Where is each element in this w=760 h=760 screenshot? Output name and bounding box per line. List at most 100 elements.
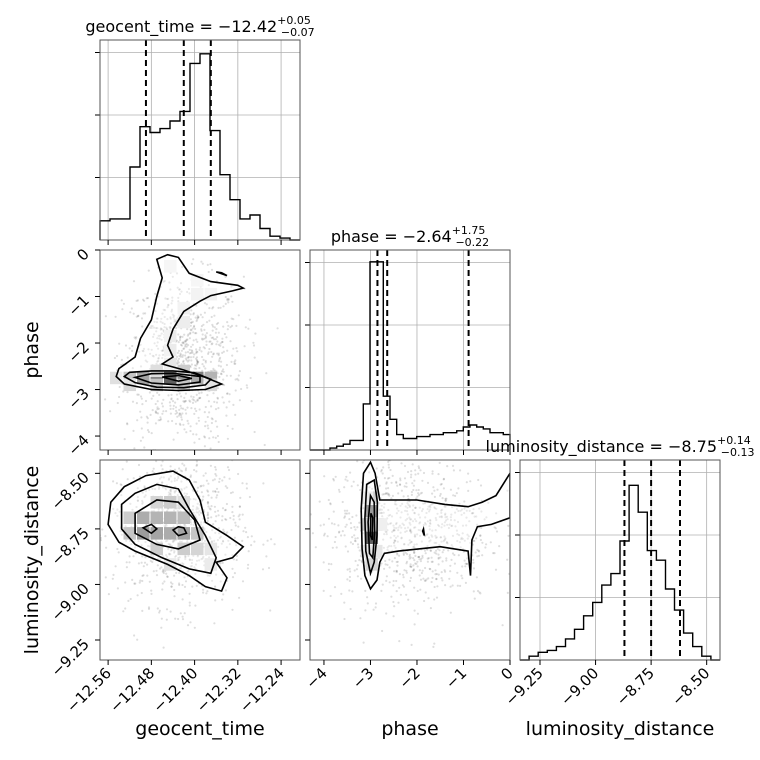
sample-point xyxy=(129,502,132,505)
sample-point xyxy=(445,515,449,518)
sample-point xyxy=(186,290,189,294)
sample-point xyxy=(450,524,453,528)
sample-point xyxy=(159,418,163,421)
sample-point xyxy=(463,539,466,542)
sample-point xyxy=(160,327,163,331)
sample-point xyxy=(157,295,160,298)
sample-point xyxy=(220,360,223,363)
sample-point xyxy=(221,340,224,344)
sample-point xyxy=(179,353,182,356)
sample-point xyxy=(223,476,226,479)
sample-point xyxy=(385,579,388,583)
sample-point xyxy=(411,463,414,466)
sample-point xyxy=(128,561,131,564)
sample-point xyxy=(195,433,198,436)
sample-point xyxy=(431,560,434,563)
sample-point xyxy=(211,355,214,358)
sample-point xyxy=(407,598,410,601)
sample-point xyxy=(477,478,480,482)
sample-point xyxy=(481,554,484,557)
sample-point xyxy=(457,554,460,557)
sample-point xyxy=(155,362,158,365)
sample-point xyxy=(511,500,513,502)
sample-point xyxy=(432,645,435,649)
sample-point xyxy=(430,534,433,537)
sample-point xyxy=(425,455,427,457)
sample-point xyxy=(458,502,461,505)
sample-point xyxy=(192,325,196,328)
sample-point xyxy=(182,407,185,410)
sample-point xyxy=(214,466,217,469)
sample-point xyxy=(395,560,398,564)
sample-point xyxy=(400,537,403,540)
sample-point xyxy=(214,490,217,493)
sample-point xyxy=(195,319,198,323)
sample-point xyxy=(433,541,436,545)
sample-point xyxy=(407,503,410,506)
sample-point xyxy=(161,582,164,585)
sample-point xyxy=(141,502,144,505)
sample-point xyxy=(412,557,415,560)
sample-point xyxy=(173,595,176,598)
sample-point xyxy=(435,549,438,552)
sample-point xyxy=(322,589,325,593)
sample-point xyxy=(391,494,394,497)
sample-point xyxy=(378,509,381,512)
contour-level-2 xyxy=(421,525,426,536)
sample-point xyxy=(198,366,201,370)
sample-point xyxy=(166,555,169,559)
sample-point xyxy=(434,529,437,532)
sample-point xyxy=(173,551,176,554)
sample-point xyxy=(433,551,436,554)
sample-point xyxy=(353,539,357,542)
hist-title-luminosity_distance: luminosity_distance = −8.75+0.14 −0.13 xyxy=(486,434,755,459)
sample-point xyxy=(161,321,164,324)
sample-point xyxy=(195,348,198,351)
hist-step xyxy=(310,261,511,451)
sample-point xyxy=(188,558,191,561)
sample-point xyxy=(436,585,439,588)
sample-point xyxy=(236,350,239,353)
sample-point xyxy=(431,529,434,532)
sample-point xyxy=(444,499,447,502)
sample-point xyxy=(191,350,194,353)
sample-point xyxy=(493,552,496,555)
sample-point xyxy=(396,553,399,556)
sample-point xyxy=(266,539,269,542)
sample-point xyxy=(155,460,158,463)
sample-point xyxy=(417,488,420,492)
sample-point xyxy=(144,556,147,559)
sample-point xyxy=(211,323,214,326)
sample-point xyxy=(131,349,134,352)
pair-contents xyxy=(100,253,279,450)
sample-point xyxy=(157,419,160,422)
sample-point xyxy=(418,555,421,559)
sample-point xyxy=(219,535,222,538)
sample-point xyxy=(428,540,431,543)
sample-point xyxy=(216,494,219,497)
sample-point xyxy=(483,518,486,521)
sample-point xyxy=(124,344,128,347)
sample-point xyxy=(337,531,341,534)
sample-point xyxy=(188,292,191,295)
sample-point xyxy=(209,457,211,459)
sample-point xyxy=(169,489,172,492)
sample-point xyxy=(189,328,192,331)
sample-point xyxy=(405,593,408,596)
sample-point xyxy=(173,477,176,480)
sample-point xyxy=(252,341,255,344)
sample-point xyxy=(213,622,216,625)
sample-point xyxy=(143,446,146,449)
sample-point xyxy=(206,511,209,514)
sample-point xyxy=(476,548,479,552)
sample-point xyxy=(478,507,481,510)
sample-point xyxy=(225,518,228,521)
title-sup: +0.05 xyxy=(277,14,311,27)
sample-point xyxy=(409,529,412,532)
sample-point xyxy=(149,352,152,355)
sample-point xyxy=(218,477,221,480)
sample-point xyxy=(185,412,188,415)
sample-point xyxy=(157,356,160,360)
sample-point xyxy=(139,343,142,346)
sample-point xyxy=(195,559,199,562)
